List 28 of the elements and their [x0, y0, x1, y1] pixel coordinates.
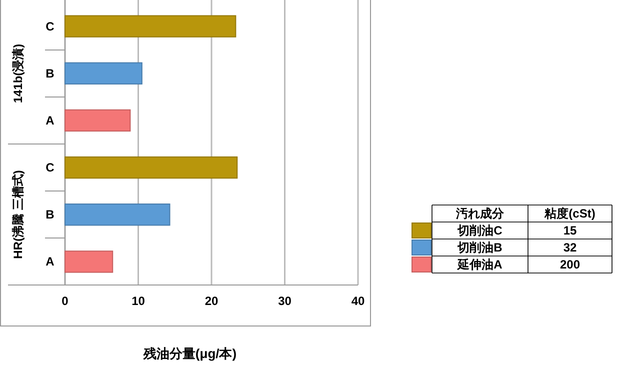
bar: [64, 62, 142, 84]
text: 粘度(cSt): [544, 206, 596, 220]
legend-title: 汚れ成分: [455, 206, 505, 220]
bar: [64, 250, 114, 273]
text: 32: [563, 240, 577, 254]
y-tick-label: B: [46, 208, 55, 222]
y-tick-label: A: [46, 113, 55, 128]
x-tick-label: 10: [132, 294, 146, 308]
legend-label: 延伸油A: [456, 258, 503, 272]
y-tick-label: A: [46, 254, 55, 269]
bar: [64, 15, 236, 38]
bar: [64, 156, 238, 179]
bar: [64, 109, 131, 132]
bar: [64, 204, 170, 226]
y-tick-label: C: [46, 160, 55, 175]
x-tick-label: 30: [278, 294, 292, 308]
x-tick-label: 40: [351, 294, 365, 308]
y-tick-label: B: [46, 66, 55, 80]
text: HR(沸騰 三槽式): [11, 170, 25, 259]
text: 15: [563, 224, 577, 238]
text: 200: [560, 258, 580, 272]
text: 141b(浸漬): [11, 44, 25, 104]
x-axis-title: 残油分量(μg/本): [142, 346, 237, 361]
legend-label: 切削油B: [456, 240, 503, 254]
x-tick-label: 0: [62, 294, 69, 308]
legend-label: 切削油C: [456, 224, 503, 238]
y-tick-label: C: [46, 19, 55, 34]
x-tick-label: 20: [204, 294, 218, 308]
